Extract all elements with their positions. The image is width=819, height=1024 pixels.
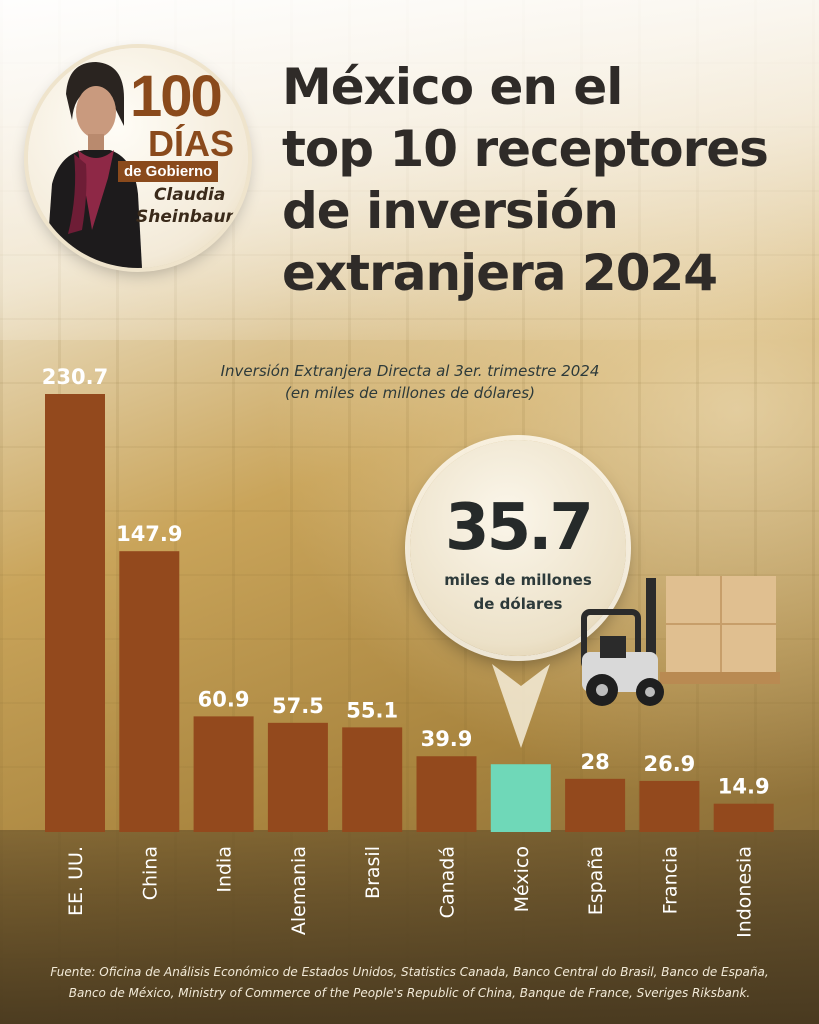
title-line-2: top 10 receptores [282, 120, 769, 178]
badge-name-first: Claudia [153, 185, 226, 205]
source-line-2: Banco de México, Ministry of Commerce of… [68, 986, 751, 1000]
value-label-3: 57.5 [272, 694, 324, 718]
category-label-4: Brasil [362, 846, 384, 899]
category-label-2: India [214, 846, 236, 893]
category-label-9: Indonesia [734, 846, 756, 938]
highlight-unit-line-1: miles de millones [444, 571, 592, 589]
badge-gobierno: de Gobierno [118, 161, 219, 182]
badge-number: 100 [130, 64, 223, 129]
value-label-4: 55.1 [346, 698, 398, 722]
badge-name: Claudia Sheinbaum [136, 184, 243, 228]
bar-8 [639, 780, 700, 832]
highlight-unit: miles de millones de dólares [410, 568, 626, 616]
badge-name-last: Sheinbaum [136, 207, 244, 227]
category-label-0: EE. UU. [65, 846, 87, 916]
value-label-7: 28 [580, 750, 609, 774]
category-label-5: Canadá [437, 846, 459, 918]
bar-0 [45, 394, 105, 832]
category-label-7: España [585, 846, 607, 915]
category-label-6: México [511, 846, 533, 912]
value-label-0: 230.7 [42, 365, 108, 389]
value-label-2: 60.9 [198, 687, 250, 711]
bar-6 [490, 764, 551, 832]
bar-4 [342, 727, 403, 832]
bar-5 [416, 756, 477, 832]
pointer-arrow-icon [492, 664, 550, 748]
hundred-days-badge: 100 DÍAS de Gobierno Claudia Sheinbaum [28, 48, 248, 268]
value-label-9: 14.9 [718, 775, 770, 799]
bar-1 [119, 551, 180, 832]
value-label-1: 147.9 [116, 522, 182, 546]
title-line-3: de inversión [282, 182, 619, 240]
highlight-unit-line-2: de dólares [473, 595, 563, 613]
category-label-1: China [139, 846, 161, 900]
category-label-3: Alemania [288, 846, 310, 935]
highlight-value: 35.7 [445, 491, 594, 565]
page-title: México en el top 10 receptores de invers… [282, 56, 802, 304]
value-label-5: 39.9 [421, 727, 473, 751]
chart-title: Inversión Extranjera Directa al 3er. tri… [220, 362, 600, 380]
category-label-8: Francia [659, 846, 681, 914]
title-line-1: México en el [282, 58, 623, 116]
bar-9 [713, 803, 774, 832]
value-label-8: 26.9 [643, 752, 695, 776]
chart-subtitle: Inversión Extranjera Directa al 3er. tri… [150, 360, 670, 404]
source-note: Fuente: Oficina de Análisis Económico de… [10, 962, 809, 1004]
bar-2 [193, 716, 254, 832]
source-line-1: Fuente: Oficina de Análisis Económico de… [50, 965, 769, 979]
mexico-highlight-circle: 35.7 miles de millones de dólares [410, 440, 626, 656]
bar-chart: 230.7 EE. UU. 147.9 China 60.9 India 57.5 Alema… [42, 365, 774, 938]
chart-units: (en miles de millones de dólares) [285, 384, 535, 402]
bottom-band [0, 830, 819, 1024]
title-line-4: extranjera 2024 [282, 244, 718, 302]
bar-7 [565, 778, 626, 832]
forklift-icon [581, 576, 780, 706]
badge-dias: DÍAS [148, 123, 235, 164]
bar-3 [267, 722, 328, 832]
